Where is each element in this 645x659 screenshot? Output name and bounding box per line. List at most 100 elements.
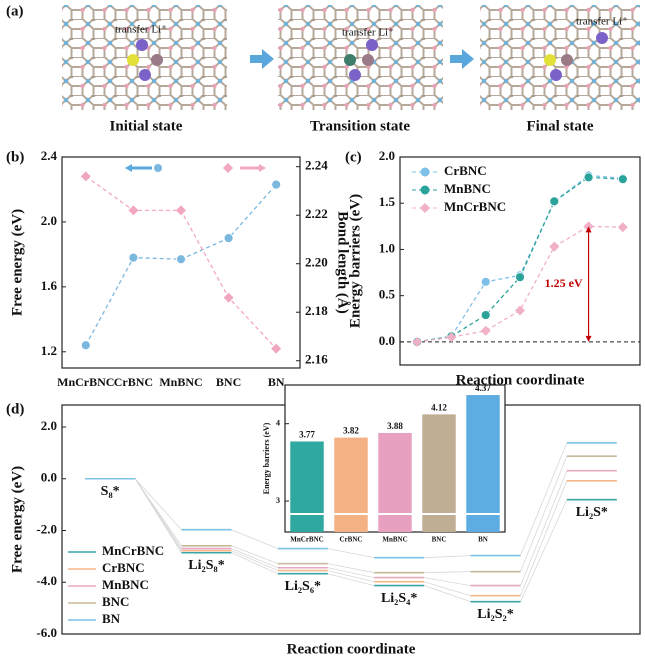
connector [135,479,181,530]
structure-initial [62,5,227,110]
y-tick-label: 4 [276,419,280,428]
connector [521,456,567,571]
connector [328,549,374,558]
bar [334,438,367,532]
y2-tick-label: 2.22 [305,206,328,221]
y2-tick-label: 2.24 [305,158,328,173]
panel-label: (d) [6,401,24,417]
state-label: Li₂S₆* [285,579,321,594]
marker [271,344,281,354]
legend-label: MnCrBNC [444,199,506,214]
value-label: 3.88 [387,421,403,431]
y-tick-label: -2.0 [36,521,57,536]
legend-label: CrBNC [444,163,487,178]
y-axis-label: Free energy (eV) [9,209,25,316]
x-tick-label: CrBNC [340,536,363,544]
y-tick-label: 0.5 [379,287,396,302]
y-tick-label: 1.0 [379,240,395,255]
marker [177,255,186,264]
connector [424,572,470,573]
connector [232,530,278,549]
state-label: Initial state [110,118,183,134]
marker [81,341,90,350]
marker [618,175,627,184]
marker [584,173,593,182]
legend-label: MnCrBNC [102,543,164,558]
marker [412,337,422,347]
y-tick-label: 1.2 [41,343,57,358]
marker [128,205,138,215]
y-tick-label: 2.0 [41,418,57,433]
marker [481,311,490,320]
x-tick-label: MnCrBNC [290,536,323,544]
state-label: Transition state [310,118,410,134]
marker [618,222,628,232]
structure-transition [278,5,443,110]
x-tick-label: BNC [432,536,447,544]
state-label: Li₂S₂* [477,607,513,622]
legend-label: MnBNC [102,577,149,592]
y2-tick-label: 2.16 [305,352,328,367]
marker [516,273,525,282]
x-tick-label: BN [268,375,285,389]
marker [272,180,281,189]
value-label: 3.82 [343,426,359,436]
y-tick-label: 0.0 [379,333,395,348]
legend-marker [421,168,430,177]
y-tick-label: 2.0 [41,213,57,228]
x-tick-label: BNC [216,375,241,389]
marker [481,277,490,286]
annotation: transfer Li⁺ [115,24,167,36]
y-tick-label: 2.0 [379,148,395,163]
y-tick-label: 1.5 [379,194,396,209]
marker [224,234,233,243]
state-label: Final state [526,118,593,134]
panel-label: (c) [345,149,362,165]
bar [290,441,323,532]
marker [481,326,491,336]
arrow [450,49,474,69]
y-tick-label: -4.0 [36,573,57,588]
arrow [250,49,274,69]
y-tick-label: 0.0 [41,470,57,485]
y2-tick-label: 2.20 [305,255,328,270]
value-label: 3.77 [299,430,315,440]
legend-label: BNC [102,594,129,609]
value-label: 4.37 [475,383,491,393]
y-tick-label: 3 [276,496,280,505]
legend-label: BN [102,611,121,626]
bar [466,395,499,532]
y-tick-label: 2.4 [41,148,58,163]
marker [176,205,186,215]
axis-key [125,163,266,173]
y-axis-label: Free energy (eV) [9,466,25,573]
connector [232,553,278,574]
legend-label: MnBNC [444,181,491,196]
plot-frame [400,157,640,365]
value-label: 4.12 [431,402,447,412]
annotation: transfer Li⁺ [576,16,628,28]
annotation: transfer Li⁺ [342,27,394,39]
marker [515,305,525,315]
annotation: 1.25 eV [545,276,583,290]
y2-tick-label: 2.18 [305,303,328,318]
x-tick-label: BN [478,536,488,544]
marker [549,242,559,252]
series-line [417,226,623,342]
figure: (a) transfer Li⁺ transfer Li⁺ transfer L… [0,0,645,659]
y-axis-label: Energy barriers (eV) [262,422,271,494]
connector [521,471,567,586]
connector [328,564,374,573]
x-axis-label: Reaction coordinate [287,641,416,657]
bar [378,433,411,532]
connector [424,556,470,558]
y-tick-label: -6.0 [36,625,57,640]
marker [129,253,138,262]
state-label: Li₂S* [576,505,608,520]
marker [81,171,91,181]
x-tick-label: MnCrBNC [57,375,114,389]
panel-label: (b) [6,149,24,165]
x-tick-label: MnBNC [382,536,407,544]
x-tick-label: CrBNC [114,375,153,389]
connector [232,549,278,568]
